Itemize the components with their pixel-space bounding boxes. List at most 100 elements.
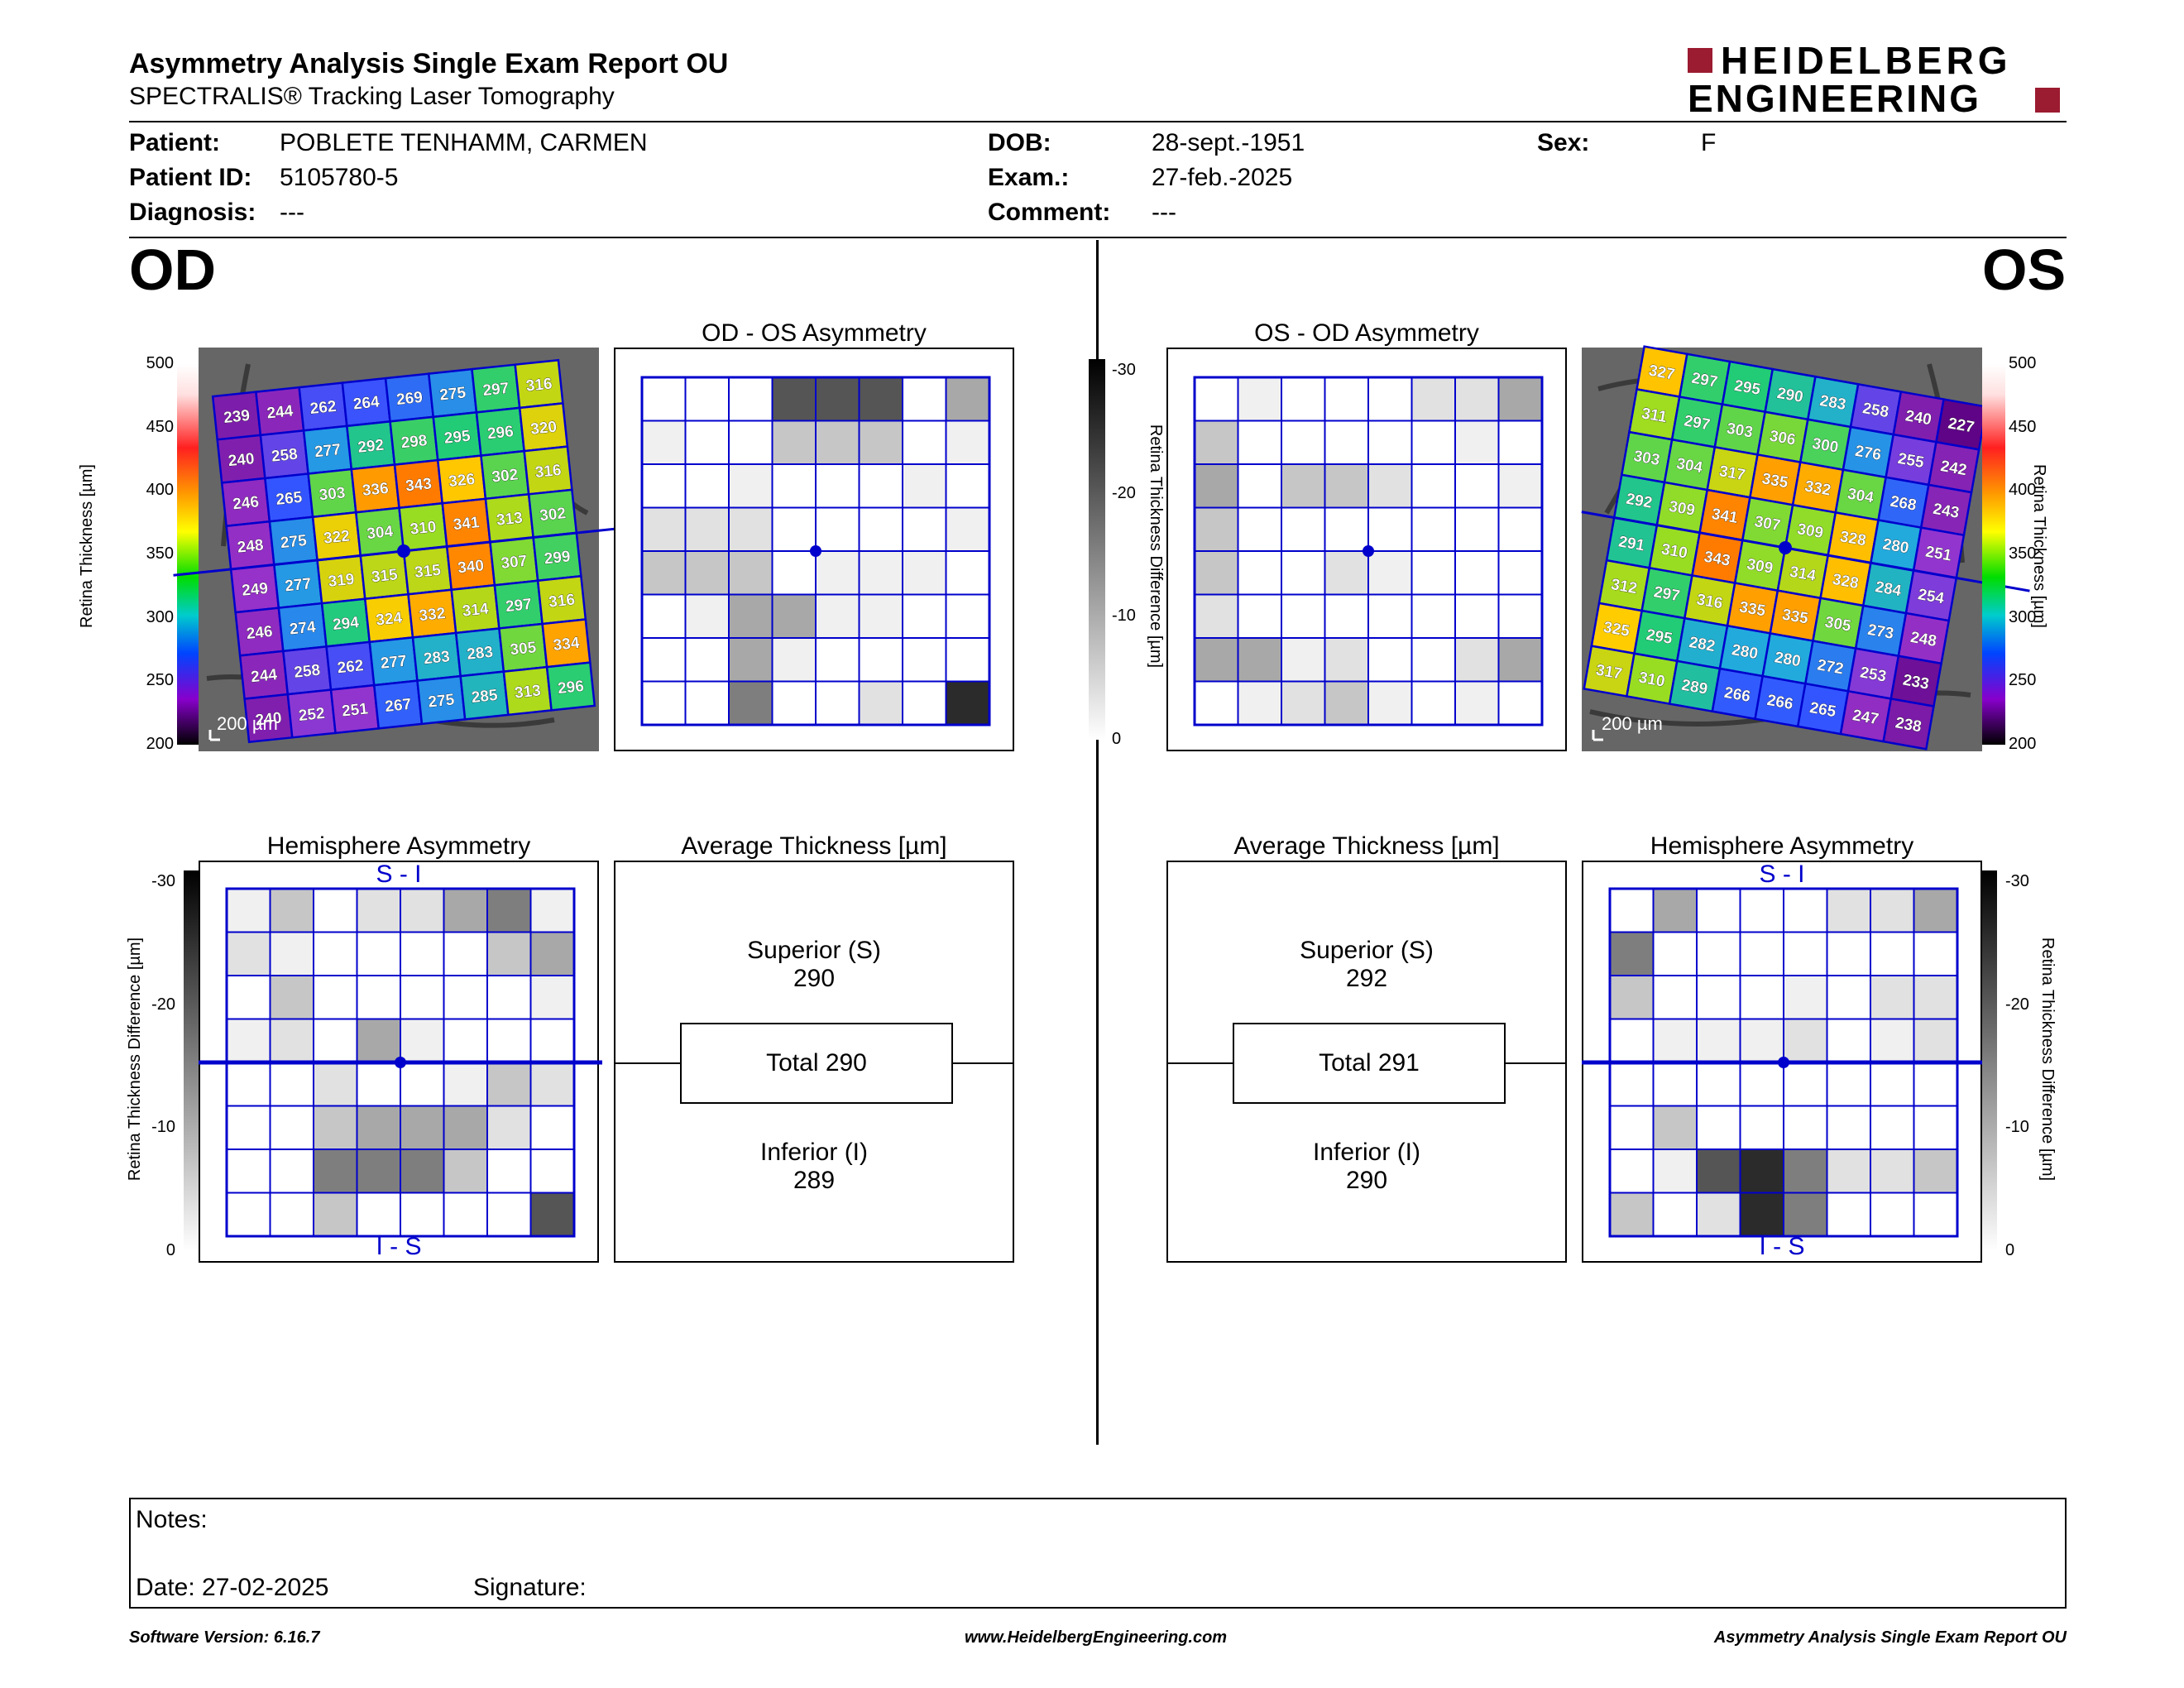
grid-cell bbox=[771, 420, 817, 465]
grid-cell bbox=[1609, 931, 1655, 976]
grid-cell bbox=[1324, 463, 1369, 509]
center-diff-axis-label-wrap: Retina Thickness Difference [µm] bbox=[1138, 356, 1165, 736]
grid-border bbox=[640, 376, 991, 727]
grid-cell bbox=[1913, 1105, 1958, 1150]
grid-cell bbox=[1696, 1149, 1741, 1194]
os-thickness-axis-label: Retina Thickness [µm] bbox=[2030, 464, 2048, 628]
tick-label: 350 bbox=[146, 544, 174, 563]
od-eye-label: OD bbox=[129, 237, 216, 302]
grid-cell bbox=[1739, 975, 1784, 1020]
thickness-value: 313 bbox=[514, 682, 542, 702]
tick-label: 450 bbox=[146, 417, 174, 436]
thickness-value: 316 bbox=[534, 462, 563, 482]
grid-cell bbox=[1410, 463, 1456, 509]
grid-cell bbox=[1739, 1062, 1784, 1107]
grid-cell bbox=[1826, 1018, 1871, 1063]
grid-cell bbox=[771, 637, 817, 683]
grid-cell bbox=[858, 506, 903, 552]
notes-box: Notes: Date: 27-02-2025 Signature: bbox=[129, 1498, 2067, 1609]
grid-cell bbox=[269, 888, 314, 933]
tick-label: 200 bbox=[2009, 735, 2037, 753]
grid-cell bbox=[1652, 1105, 1698, 1150]
thickness-value: 258 bbox=[271, 446, 299, 466]
grid-cell bbox=[356, 1062, 401, 1107]
grid-cell bbox=[1739, 1105, 1784, 1150]
thickness-cell bbox=[545, 661, 596, 712]
grid-cell bbox=[1367, 593, 1413, 639]
grid-cell bbox=[443, 888, 488, 933]
grid-cell bbox=[1913, 1149, 1958, 1194]
date-label: Date: 27-02-2025 bbox=[136, 1574, 329, 1601]
tick-label: -30 bbox=[2005, 872, 2029, 890]
grid-cell bbox=[486, 931, 532, 976]
thickness-value: 304 bbox=[366, 523, 394, 543]
grid-cell bbox=[1497, 376, 1543, 422]
grid-cell bbox=[226, 1105, 271, 1150]
thickness-value: 277 bbox=[380, 653, 408, 673]
tick-label: -20 bbox=[151, 995, 175, 1014]
grid-cell bbox=[1652, 931, 1698, 976]
center-divider bbox=[1096, 240, 1099, 1445]
fovea-marker bbox=[1778, 1057, 1789, 1068]
grid-cell bbox=[728, 593, 774, 639]
grid-cell bbox=[858, 550, 903, 596]
tick-label: 0 bbox=[1112, 730, 1122, 748]
thickness-value: 248 bbox=[237, 536, 265, 556]
tick-label: -10 bbox=[2005, 1118, 2029, 1137]
thickness-value: 274 bbox=[289, 618, 317, 638]
thickness-value: 340 bbox=[457, 557, 485, 577]
grid-cell bbox=[529, 1062, 575, 1107]
grid-border bbox=[1193, 376, 1544, 727]
grid-cell bbox=[269, 1192, 314, 1237]
grid-cell bbox=[1783, 1062, 1828, 1107]
grid-cell bbox=[1454, 680, 1500, 726]
grid-cell bbox=[1696, 975, 1741, 1020]
signature-label: Signature: bbox=[473, 1574, 587, 1601]
grid-cell bbox=[1410, 376, 1456, 422]
grid-cell bbox=[313, 1018, 358, 1063]
tick-label: 300 bbox=[2009, 607, 2037, 626]
grid-cell bbox=[313, 975, 358, 1020]
grid-cell bbox=[1454, 550, 1500, 596]
patient-id-value: 5105780-5 bbox=[280, 164, 399, 191]
grid-cell bbox=[1237, 637, 1282, 683]
grid-cell bbox=[945, 593, 990, 639]
thickness-value: 316 bbox=[525, 375, 553, 395]
grid-cell bbox=[226, 1149, 271, 1194]
grid-cell bbox=[226, 1062, 271, 1107]
grid-cell bbox=[945, 420, 990, 465]
os-hemi-bottom-label: I - S bbox=[1759, 1233, 1805, 1260]
grid-cell bbox=[945, 376, 990, 422]
grid-cell bbox=[1194, 463, 1239, 509]
grid-cell bbox=[1497, 506, 1543, 552]
thickness-value: 310 bbox=[410, 519, 438, 539]
grid-cell bbox=[1652, 1149, 1698, 1194]
patient-label: Patient: bbox=[129, 129, 221, 156]
grid-cell bbox=[400, 1018, 445, 1063]
thickness-value: 262 bbox=[337, 657, 365, 677]
grid-cell bbox=[1739, 1018, 1784, 1063]
thickness-value: 316 bbox=[548, 592, 576, 611]
grid-cell bbox=[728, 637, 774, 683]
grid-cell bbox=[443, 975, 488, 1020]
thickness-value: 285 bbox=[471, 687, 499, 707]
grid-cell bbox=[1281, 550, 1326, 596]
grid-cell bbox=[1826, 1149, 1871, 1194]
thickness-value: 335 bbox=[1760, 470, 1789, 492]
logo-square-top bbox=[1688, 48, 1712, 73]
grid-cell bbox=[269, 975, 314, 1020]
os-hemisphere-title: Hemisphere Asymmetry bbox=[1650, 832, 1914, 860]
grid-cell bbox=[486, 975, 532, 1020]
tick-label: -20 bbox=[2005, 995, 2029, 1014]
thickness-value: 249 bbox=[241, 580, 269, 600]
od-thickness-axis-label: Retina Thickness [µm] bbox=[78, 464, 96, 628]
grid-cell bbox=[1281, 680, 1326, 726]
grid-cell bbox=[400, 1149, 445, 1194]
grid-cell bbox=[1194, 550, 1239, 596]
tick-label: 350 bbox=[2009, 544, 2037, 563]
grid-cell bbox=[486, 1018, 532, 1063]
grid-cell bbox=[1783, 1018, 1828, 1063]
grid-cell bbox=[728, 680, 774, 726]
grid-cell bbox=[1367, 637, 1413, 683]
